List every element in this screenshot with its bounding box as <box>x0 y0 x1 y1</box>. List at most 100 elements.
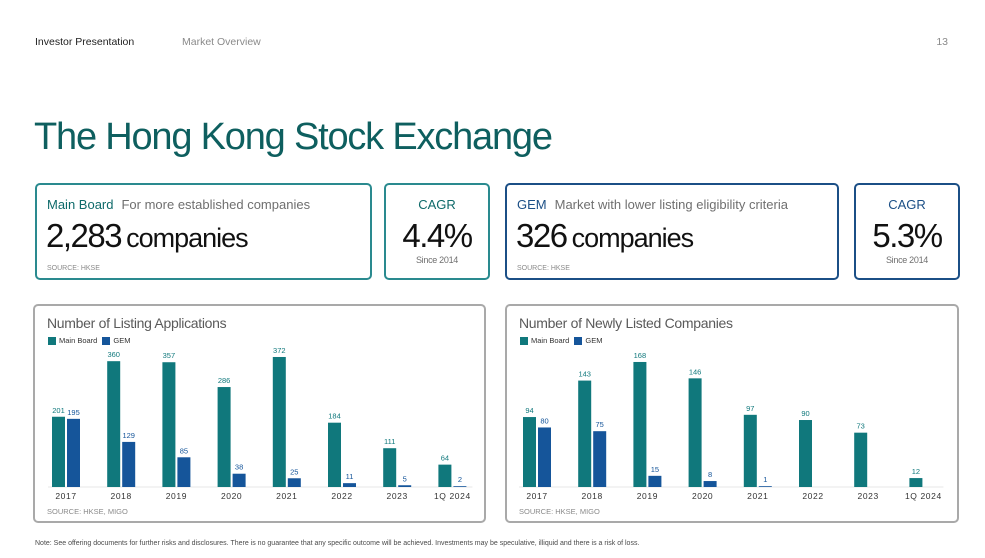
x-tick-label: 2021 <box>276 491 297 501</box>
x-tick-label: 2019 <box>166 491 187 501</box>
gem-header: GEM Market with lower listing eligibility… <box>517 197 788 212</box>
bar-main-board-2019 <box>633 361 647 487</box>
gem-cagr-value: 5.3% <box>872 217 943 254</box>
x-tick-label: 2020 <box>692 491 713 501</box>
x-tick-label: 2017 <box>526 491 547 501</box>
legend-label: Main Board <box>531 336 570 345</box>
main-cagr-since: Since 2014 <box>415 255 459 265</box>
data-label: 143 <box>578 370 591 379</box>
bar-main-board-1Q-2024 <box>909 478 923 487</box>
bar-gem-2021 <box>758 486 772 487</box>
bar-main-board-2023 <box>383 448 397 487</box>
bar-main-board-2022 <box>799 420 812 487</box>
main-board-count: 2,283 <box>46 217 123 254</box>
newly-listed-plot: 94 80 2017 143 75 2018 168 15 2019 146 8 2020 97 1 202… <box>519 351 944 501</box>
bar-gem-1Q-2024 <box>453 486 467 487</box>
main-board-name: Main Board <box>47 197 114 212</box>
bar-main-board-2018 <box>578 380 592 487</box>
legend-swatch-main-board <box>48 336 56 345</box>
chart-title: Number of Newly Listed Companies <box>519 315 733 331</box>
page-number: 13 <box>936 36 948 48</box>
chart-legend: Main Board GEM <box>48 336 135 345</box>
gem-unit: companies <box>571 223 695 253</box>
bar-main-board-2017 <box>52 416 65 487</box>
x-tick-label: 2022 <box>802 491 823 501</box>
x-tick-label: 2023 <box>387 491 408 501</box>
data-label: 372 <box>273 346 286 355</box>
x-tick-label: 2019 <box>637 491 658 501</box>
bar-gem-2018 <box>593 431 607 487</box>
gem-cagr-card: CAGR 5.3% Since 2014 <box>854 183 960 280</box>
legend-swatch-gem <box>102 336 111 345</box>
chart-source: SOURCE: HKSE, MIGO <box>47 507 128 516</box>
bar-gem-2021 <box>287 478 301 487</box>
x-tick-label: 2021 <box>747 491 768 501</box>
main-board-header: Main Board For more established companies <box>47 197 310 212</box>
data-label: 2 <box>458 475 462 484</box>
data-label: 146 <box>689 367 702 376</box>
bar-gem-2020 <box>703 481 717 487</box>
listing-applications-plot: 201 195 2017 360 129 2018 357 85 2019 286 38 2020 37… <box>48 346 473 501</box>
data-label: 80 <box>540 416 548 425</box>
data-label: 1 <box>763 475 767 484</box>
bar-gem-2022 <box>343 483 356 487</box>
bar-main-board-2023 <box>854 432 868 487</box>
data-label: 15 <box>651 465 659 474</box>
legend-gem: GEM <box>574 336 602 345</box>
gem-description: Market with lower listing eligibility cr… <box>554 197 788 212</box>
chart-legend: Main Board GEM <box>520 336 607 345</box>
bar-gem-2019 <box>648 475 662 487</box>
page-title: The Hong Kong Stock Exchange <box>34 116 553 158</box>
bar-main-board-2022 <box>328 422 341 487</box>
bar-main-board-2018 <box>107 361 121 487</box>
main-board-source: SOURCE: HKSE <box>47 265 100 272</box>
x-tick-label: 2018 <box>582 491 603 501</box>
x-tick-label: 2022 <box>331 491 352 501</box>
bar-main-board-1Q-2024 <box>438 464 452 487</box>
main-cagr-label: CAGR <box>418 197 456 212</box>
legend-gem: GEM <box>102 336 130 345</box>
legend-label: GEM <box>585 336 603 345</box>
legend-label: GEM <box>113 336 131 345</box>
main-cagr-value: 4.4% <box>402 217 473 254</box>
main-board-description: For more established companies <box>121 197 311 212</box>
bar-gem-2018 <box>122 441 136 487</box>
data-label: 85 <box>180 446 188 455</box>
data-label: 360 <box>107 350 120 359</box>
data-label: 195 <box>67 408 80 417</box>
data-label: 90 <box>801 409 809 418</box>
chart-title: Number of Listing Applications <box>47 315 227 331</box>
presentation-label: Investor Presentation <box>35 36 135 48</box>
data-label: 75 <box>596 420 604 429</box>
data-label: 5 <box>403 474 407 483</box>
bar-gem-2017 <box>67 418 80 487</box>
data-label: 129 <box>122 431 135 440</box>
bar-main-board-2020 <box>688 378 702 487</box>
main-board-unit: companies <box>126 223 249 253</box>
x-tick-label: 1Q 2024 <box>905 491 942 501</box>
chart-source: SOURCE: HKSE, MIGO <box>519 507 600 516</box>
newly-listed-companies-chart: 94 80 2017 143 75 2018 168 15 2019 146 8 2020 97 1 202… <box>505 304 959 523</box>
data-label: 357 <box>163 351 176 360</box>
data-label: 11 <box>346 472 354 481</box>
listing-applications-chart: 201 195 2017 360 129 2018 357 85 2019 286 38 2020 37… <box>33 304 486 523</box>
bar-main-board-2017 <box>523 417 536 487</box>
bar-main-board-2020 <box>217 387 231 487</box>
gem-cagr-label: CAGR <box>888 197 926 212</box>
data-label: 38 <box>235 463 243 472</box>
data-label: 8 <box>708 470 712 479</box>
data-label: 168 <box>634 351 647 360</box>
bar-main-board-2019 <box>162 362 176 487</box>
data-label: 25 <box>290 467 298 476</box>
data-label: 12 <box>912 467 920 476</box>
data-label: 201 <box>52 406 65 415</box>
main-board-cagr-card: CAGR 4.4% Since 2014 <box>384 183 490 280</box>
legend-swatch-main-board <box>520 336 528 345</box>
bar-gem-2017 <box>538 427 551 487</box>
x-tick-label: 2020 <box>221 491 242 501</box>
legend-swatch-gem <box>574 336 583 345</box>
bar-gem-2019 <box>177 457 191 487</box>
main-board-card: Main Board For more established companies… <box>35 183 372 280</box>
legend-label: Main Board <box>59 336 98 345</box>
bar-gem-2020 <box>232 473 246 487</box>
